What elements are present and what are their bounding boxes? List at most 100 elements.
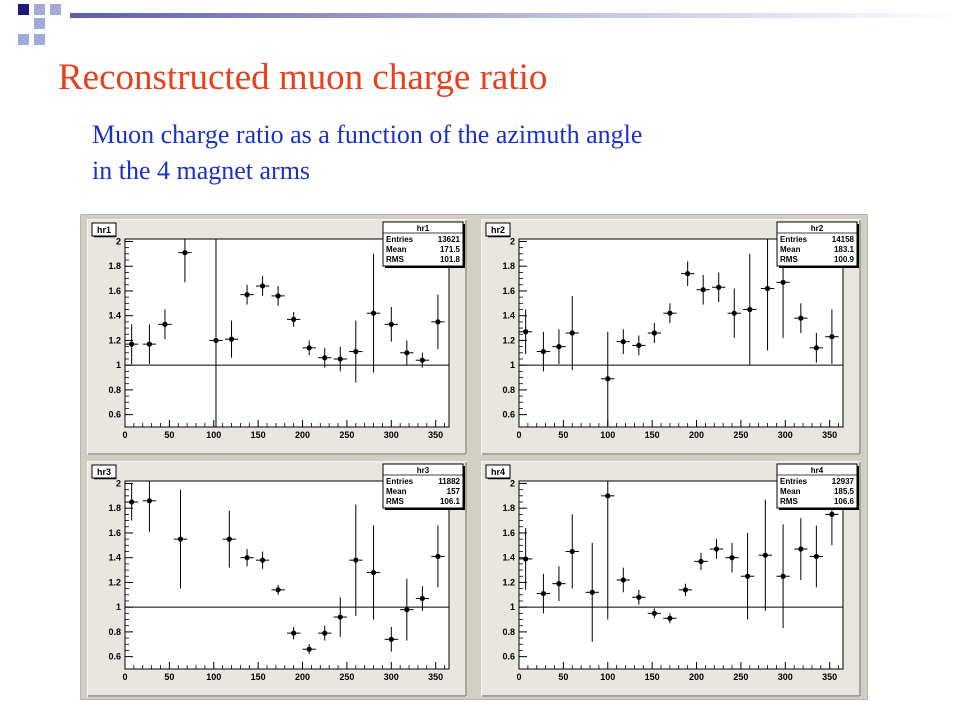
data-point (388, 636, 394, 642)
data-point (636, 594, 642, 600)
x-tick-label: 0 (122, 672, 127, 682)
y-tick-label: 1 (116, 602, 121, 612)
data-point (129, 341, 135, 347)
x-tick-label: 100 (600, 672, 615, 682)
data-point (813, 345, 819, 351)
y-tick-label: 2 (116, 236, 121, 246)
deco-square-3 (50, 4, 61, 15)
x-tick-label: 50 (558, 672, 568, 682)
plot-frame (124, 480, 450, 670)
data-point (540, 348, 547, 355)
pad-hr2: 0.6 0.8 1 1.2 1.4 1.6 1.8 2 0 50 100 150 200 250 300 35… (481, 219, 861, 455)
y-tick-label: 1.8 (108, 261, 121, 271)
x-tick-label: 0 (516, 672, 521, 682)
data-point (813, 553, 819, 560)
y-tick-label: 1.2 (502, 335, 515, 345)
stats-box (776, 221, 858, 267)
data-point (306, 345, 312, 351)
stats-header: hr1 (417, 224, 430, 233)
data-point (747, 306, 753, 313)
stats-rms-label: RMS (780, 255, 798, 264)
x-tick-label: 300 (778, 430, 793, 440)
stats-box (382, 463, 464, 509)
x-tick-label: 100 (206, 430, 221, 440)
data-point (228, 336, 235, 342)
subtitle-line-1: Muon charge ratio as a function of the a… (92, 120, 643, 149)
stats-box (776, 463, 858, 509)
deco-square-4 (34, 18, 45, 29)
y-tick-label: 1.4 (502, 553, 515, 563)
x-tick-label: 250 (339, 672, 354, 682)
stats-mean-label: Mean (780, 487, 801, 496)
y-tick-label: 1.6 (108, 286, 121, 296)
y-tick-label: 1.6 (502, 528, 515, 538)
data-point (685, 271, 691, 277)
data-point (337, 356, 343, 362)
y-tick-label: 1 (510, 360, 515, 370)
x-tick-label: 50 (164, 430, 174, 440)
data-series (519, 481, 839, 642)
x-tick-label: 50 (558, 430, 568, 440)
pad-name-label: hr2 (491, 225, 505, 235)
y-tick-label: 1.4 (108, 311, 121, 321)
stats-mean-value: 157 (447, 487, 461, 496)
x-tick-label: 100 (600, 430, 615, 440)
y-tick-label: 1.4 (108, 553, 121, 563)
stats-header: hr2 (811, 224, 824, 233)
data-point (729, 555, 735, 561)
data-point (780, 573, 786, 579)
data-point (798, 546, 804, 552)
y-tick-label: 1 (510, 602, 515, 612)
x-tick-label: 300 (384, 672, 399, 682)
x-tick-label: 350 (822, 430, 837, 440)
corner-decoration (0, 0, 70, 60)
stats-rms-label: RMS (386, 255, 404, 264)
y-tick-label: 0.8 (502, 627, 515, 637)
data-point (322, 630, 328, 636)
data-point (353, 348, 359, 355)
stats-rms-label: RMS (386, 497, 404, 506)
x-tick-label: 200 (689, 430, 704, 440)
data-point (244, 555, 250, 561)
y-tick-label: 0.6 (108, 652, 121, 662)
pad-name-label: hr4 (491, 467, 505, 477)
data-point (605, 376, 611, 382)
data-point (731, 310, 737, 316)
data-point (435, 553, 441, 560)
x-tick-label: 200 (295, 430, 310, 440)
data-point (523, 556, 529, 562)
stats-entries-label: Entries (386, 477, 414, 486)
data-point (129, 499, 135, 505)
data-point (259, 283, 266, 289)
pad-name-label: hr1 (97, 225, 111, 235)
data-point (713, 546, 720, 552)
x-tick-label: 350 (428, 430, 443, 440)
data-point (306, 646, 312, 652)
slide-subtitle: Muon charge ratio as a function of the a… (92, 117, 642, 189)
subtitle-line-2: in the 4 magnet arms (92, 156, 311, 185)
x-tick-label: 50 (164, 672, 174, 682)
data-point (556, 344, 562, 350)
plot-hr4: 0.6 0.8 1 1.2 1.4 1.6 1.8 2 0 50 100 150 200 250 300 35… (481, 461, 861, 697)
stats-rms-value: 101.8 (440, 255, 461, 264)
y-tick-label: 2 (510, 478, 515, 488)
data-point (667, 310, 673, 316)
x-tick-label: 300 (384, 430, 399, 440)
data-point (337, 614, 343, 620)
x-tick-label: 250 (339, 430, 354, 440)
data-point (636, 342, 642, 348)
data-point (244, 292, 250, 298)
deco-square-1 (18, 4, 29, 15)
data-point (322, 355, 328, 361)
stats-rms-value: 106.6 (834, 497, 855, 506)
stats-rms-label: RMS (780, 497, 798, 506)
stats-entries-value: 12937 (832, 477, 855, 486)
data-point (291, 316, 297, 322)
y-tick-label: 1.2 (502, 577, 515, 587)
data-point (370, 310, 377, 316)
data-point (667, 615, 673, 621)
pad-name-label: hr3 (97, 467, 111, 477)
y-tick-label: 1.8 (502, 503, 515, 513)
data-point (540, 590, 547, 597)
x-tick-label: 200 (689, 672, 704, 682)
